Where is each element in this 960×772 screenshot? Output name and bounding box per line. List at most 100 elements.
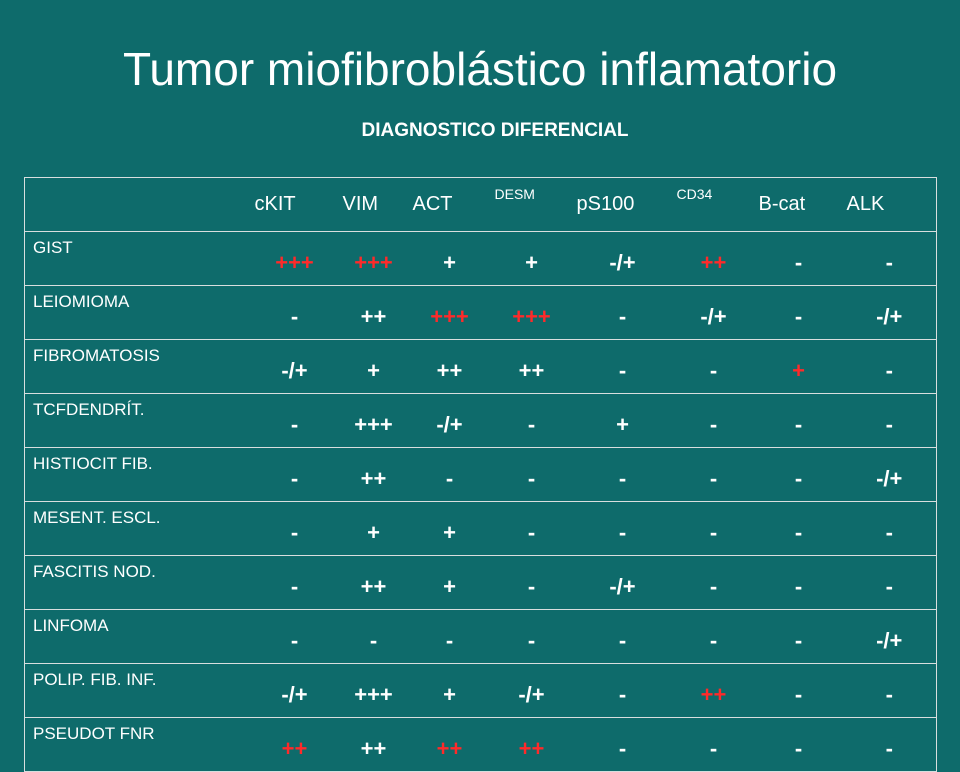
table-row: LEIOMIOMA - ++ +++ +++ - -/+ - -/+: [24, 285, 937, 340]
table-cell: +++: [338, 393, 409, 448]
table-cell: -: [572, 447, 673, 502]
differential-diagnosis-table: cKIT VIM ACT DESM pS100 CD34 B-cat ALK G…: [24, 177, 937, 772]
table-cell: ++: [338, 717, 409, 772]
table-cell: +++: [338, 663, 409, 718]
table-cell: -: [490, 555, 573, 610]
table-cell: -: [572, 717, 673, 772]
table-cell: -: [408, 447, 491, 502]
table-cell: -: [842, 555, 937, 610]
table-cell: -: [250, 609, 339, 664]
table-cell: ++: [338, 447, 409, 502]
table-cell: +++: [338, 231, 409, 286]
column-header: VIM: [338, 177, 409, 232]
table-cell: ++: [490, 717, 573, 772]
table-body: GIST +++ +++ + + -/+ ++ - - LEIOMIOMA - ++ +++ +++ - -/…: [24, 231, 937, 772]
table-cell: -: [572, 285, 673, 340]
column-header: DESM: [490, 177, 573, 232]
table-cell: +: [572, 393, 673, 448]
table-cell: -: [250, 393, 339, 448]
table-cell: -: [672, 717, 755, 772]
table-cell: -: [490, 609, 573, 664]
table-row: PSEUDOT FNR ++ ++ ++ ++ - - - -: [24, 717, 937, 772]
table-cell: +: [408, 555, 491, 610]
table-cell: -: [672, 339, 755, 394]
row-label: FIBROMATOSIS: [24, 339, 251, 394]
table-cell: -: [672, 393, 755, 448]
table-row: HISTIOCIT FIB. - ++ - - - - - -/+: [24, 447, 937, 502]
table-cell: -: [572, 609, 673, 664]
table-cell: -/+: [250, 663, 339, 718]
table-cell: -: [754, 285, 843, 340]
slide-title: Tumor miofibroblástico inflamatorio: [122, 43, 838, 95]
column-header: ALK: [842, 177, 937, 232]
column-header: pS100: [572, 177, 673, 232]
row-label: HISTIOCIT FIB.: [24, 447, 251, 502]
table-cell: ++: [408, 339, 491, 394]
table-cell: -: [250, 285, 339, 340]
table-cell: -: [754, 501, 843, 556]
table-cell: -: [672, 609, 755, 664]
table-cell: -: [842, 339, 937, 394]
table-cell: -: [754, 231, 843, 286]
table-cell: -: [672, 501, 755, 556]
row-label: POLIP. FIB. INF.: [24, 663, 251, 718]
table-cell: +: [408, 231, 491, 286]
table-cell: -/+: [572, 231, 673, 286]
table-cell: ++: [490, 339, 573, 394]
table-cell: -: [408, 609, 491, 664]
table-cell: -/+: [842, 609, 937, 664]
table-cell: +: [754, 339, 843, 394]
table-cell: +: [408, 663, 491, 718]
table-cell: -/+: [490, 663, 573, 718]
table-cell: -: [754, 447, 843, 502]
table-cell: -: [490, 447, 573, 502]
table-row: POLIP. FIB. INF. -/+ +++ + -/+ - ++ - -: [24, 663, 937, 718]
row-label: FASCITIS NOD.: [24, 555, 251, 610]
table-cell: -: [250, 447, 339, 502]
table-cell: -: [490, 393, 573, 448]
row-label: GIST: [24, 231, 251, 286]
slide-subtitle: DIAGNOSTICO DIFERENCIAL: [361, 120, 629, 141]
table-cell: -: [842, 717, 937, 772]
table-row: GIST +++ +++ + + -/+ ++ - -: [24, 231, 937, 286]
table-cell: -: [754, 663, 843, 718]
table-cell: ++: [408, 717, 491, 772]
table-cell: ++: [338, 285, 409, 340]
table-cell: -: [572, 339, 673, 394]
row-label: LEIOMIOMA: [24, 285, 251, 340]
column-header: B-cat: [754, 177, 843, 232]
table-cell: -: [572, 663, 673, 718]
table-cell: +: [408, 501, 491, 556]
row-label: PSEUDOT FNR: [24, 717, 251, 772]
table-row: FIBROMATOSIS -/+ + ++ ++ - - + -: [24, 339, 937, 394]
column-header: ACT: [408, 177, 491, 232]
table-cell: ++: [250, 717, 339, 772]
table-cell: -: [572, 501, 673, 556]
column-header: CD34: [672, 177, 755, 232]
table-cell: -: [250, 555, 339, 610]
table-cell: -: [842, 231, 937, 286]
table-cell: -: [842, 663, 937, 718]
table-cell: -: [842, 393, 937, 448]
table-cell: +++: [250, 231, 339, 286]
table-cell: -: [754, 555, 843, 610]
table-cell: ++: [672, 231, 755, 286]
row-label: TCFDENDRÍT.: [24, 393, 251, 448]
table-cell: +: [490, 231, 573, 286]
table-cell: -/+: [842, 285, 937, 340]
table-cell: +: [338, 501, 409, 556]
table-cell: -/+: [572, 555, 673, 610]
table-cell: -: [754, 393, 843, 448]
corner-cell: [24, 177, 251, 232]
table-cell: -: [490, 501, 573, 556]
table-row: LINFOMA - - - - - - - -/+: [24, 609, 937, 664]
table-row: FASCITIS NOD. - ++ + - -/+ - - -: [24, 555, 937, 610]
table-cell: -: [338, 609, 409, 664]
table-cell: -: [672, 555, 755, 610]
table-row: MESENT. ESCL. - + + - - - - -: [24, 501, 937, 556]
table-cell: -: [754, 609, 843, 664]
row-label: MESENT. ESCL.: [24, 501, 251, 556]
table-cell: -/+: [250, 339, 339, 394]
table-cell: -: [754, 717, 843, 772]
column-header: cKIT: [250, 177, 339, 232]
